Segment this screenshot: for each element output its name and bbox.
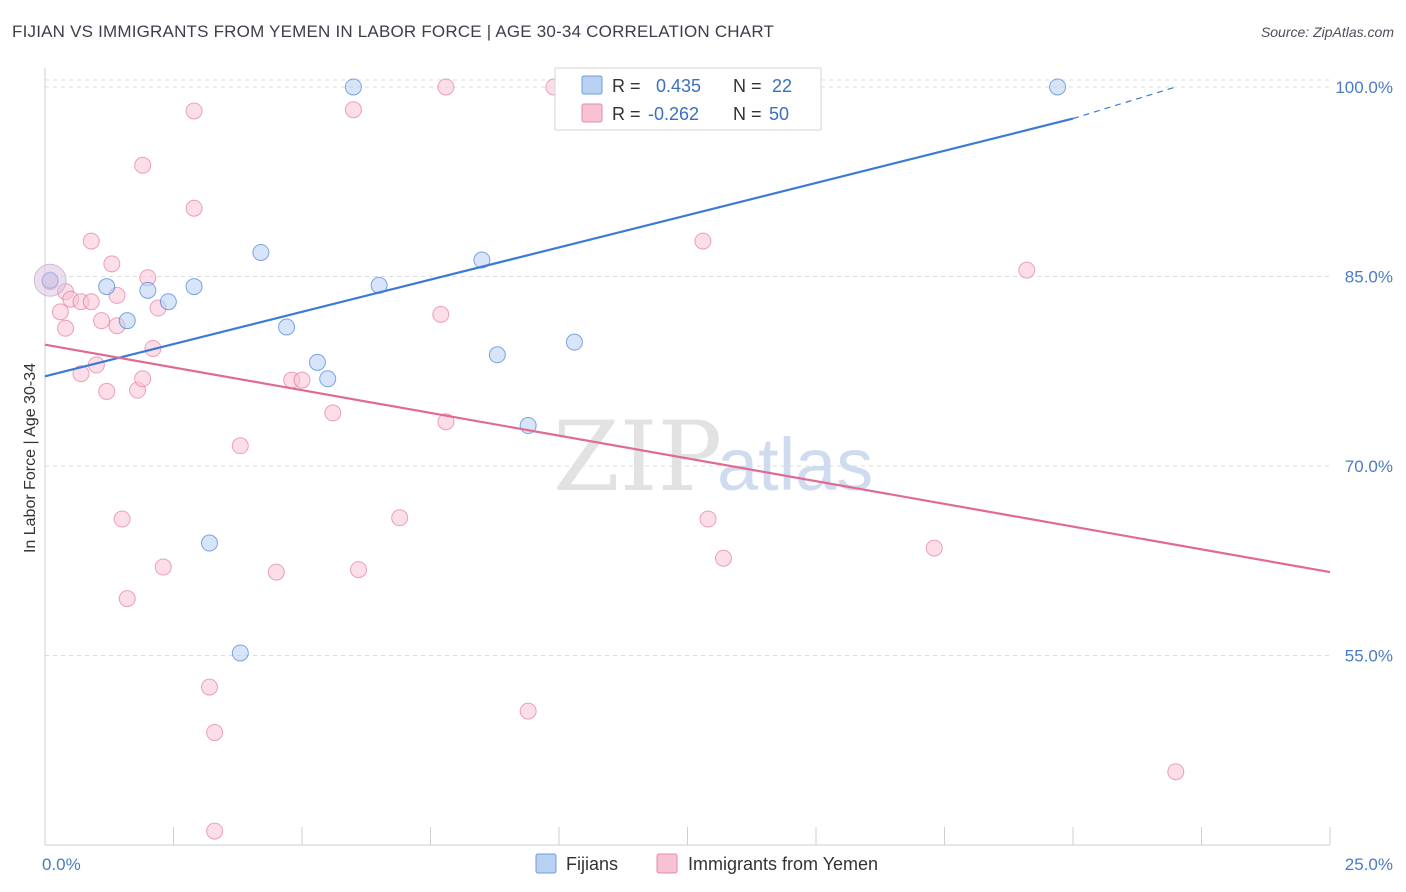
point-yemen-15: [113, 510, 131, 528]
point-yemen-46: [1018, 261, 1036, 279]
bottom-legend-swatch-yemen: [656, 853, 678, 874]
legend-r-value-yemen: -0.262: [648, 104, 699, 124]
point-yemen-8: [82, 293, 100, 311]
point-yemen-18: [134, 370, 152, 388]
point-fijians-3: [139, 281, 157, 299]
y-tick-label-2: 85.0%: [1345, 267, 1393, 286]
point-yemen-45: [925, 539, 943, 557]
point-yemen-47: [1167, 763, 1185, 781]
point-yemen-30: [267, 563, 285, 581]
legend-swatch-fijians: [581, 75, 603, 95]
legend-r-label-fijians: R =: [612, 76, 641, 96]
legend-swatch-yemen: [581, 103, 603, 123]
point-yemen-6: [72, 365, 90, 383]
point-yemen-10: [93, 312, 111, 330]
point-yemen-37: [432, 305, 450, 323]
point-overlap-large: [33, 263, 67, 297]
chart-title: FIJIAN VS IMMIGRANTS FROM YEMEN IN LABOR…: [12, 22, 775, 41]
point-yemen-7: [82, 232, 100, 250]
trend-line-yemen: [44, 343, 1331, 574]
y-tick-label-0: 55.0%: [1345, 646, 1393, 665]
point-fijians-12: [344, 78, 362, 96]
point-fijians-17: [565, 333, 583, 351]
legend-n-label-yemen: N =: [733, 104, 762, 124]
point-fijians-7: [231, 644, 249, 662]
point-yemen-23: [154, 558, 172, 576]
series-fijians-points: [33, 78, 1067, 662]
point-yemen-26: [200, 678, 218, 696]
series-yemen-points: [41, 78, 1185, 840]
point-yemen-38: [437, 413, 455, 431]
y-axis-title: In Labor Force | Age 30-34: [22, 363, 39, 553]
legend-box: R = 0.435 N = 22 R = -0.262 N = 50: [554, 67, 822, 131]
point-yemen-12: [103, 255, 121, 273]
point-yemen-39: [437, 78, 455, 96]
point-fijians-11: [319, 370, 337, 388]
point-yemen-29: [231, 437, 249, 455]
trend-lines: [44, 86, 1331, 574]
x-tick-label-max: 25.0%: [1345, 855, 1393, 874]
y-tick-labels: 55.0% 70.0% 85.0% 100.0%: [1335, 78, 1393, 666]
y-tick-label-3: 100.0%: [1335, 78, 1393, 97]
point-yemen-35: [350, 561, 368, 579]
point-yemen-11: [98, 382, 116, 400]
legend-n-label-fijians: N =: [733, 76, 762, 96]
bottom-legend-yemen: Immigrants from Yemen: [688, 854, 878, 874]
x-tick-label-min: 0.0%: [42, 855, 81, 874]
point-yemen-44: [714, 549, 732, 567]
point-yemen-34: [344, 101, 362, 119]
trend-line-fijians-extension: [1072, 86, 1176, 120]
point-fijians-2: [118, 312, 136, 330]
legend-r-value-fijians: 0.435: [656, 76, 701, 96]
point-fijians-19: [1049, 78, 1067, 96]
point-fijians-1: [98, 278, 116, 296]
point-yemen-19: [134, 156, 152, 174]
point-fijians-5: [185, 278, 203, 296]
point-yemen-3: [57, 319, 75, 337]
bottom-legend-fijians: Fijians: [566, 854, 618, 874]
point-fijians-4: [159, 293, 177, 311]
watermark-zip: ZIP: [553, 401, 722, 513]
point-yemen-43: [699, 510, 717, 528]
legend-r-label-yemen: R =: [612, 104, 641, 124]
y-tick-label-1: 70.0%: [1345, 457, 1393, 476]
point-yemen-28: [206, 822, 224, 840]
bottom-legend-swatch-fijians: [535, 853, 557, 874]
point-yemen-40: [519, 702, 537, 720]
point-yemen-27: [206, 724, 224, 742]
point-yemen-36: [391, 509, 409, 527]
axes: [44, 68, 1331, 846]
point-yemen-42: [694, 232, 712, 250]
point-fijians-8: [252, 243, 270, 261]
point-fijians-15: [488, 346, 506, 364]
x-tick-labels: 0.0% 25.0%: [42, 855, 1393, 874]
legend-n-value-yemen: 50: [769, 104, 789, 124]
point-fijians-10: [308, 353, 326, 371]
grid-lines: [45, 79, 1330, 656]
point-yemen-32: [293, 371, 311, 389]
legend-n-value-fijians: 22: [772, 76, 792, 96]
point-fijians-6: [200, 534, 218, 552]
point-yemen-24: [185, 102, 203, 120]
bottom-legend: Fijians Immigrants from Yemen: [535, 853, 878, 874]
watermark-atlas: atlas: [717, 423, 873, 506]
watermark: ZIP atlas: [553, 401, 873, 513]
point-yemen-16: [118, 590, 136, 608]
point-fijians-9: [278, 318, 296, 336]
point-yemen-1: [51, 303, 69, 321]
trend-line-fijians: [44, 117, 1074, 378]
source-label: Source: ZipAtlas.com: [1260, 24, 1394, 40]
point-fijians-14: [473, 251, 491, 269]
point-yemen-33: [324, 404, 342, 422]
point-yemen-25: [185, 199, 203, 217]
